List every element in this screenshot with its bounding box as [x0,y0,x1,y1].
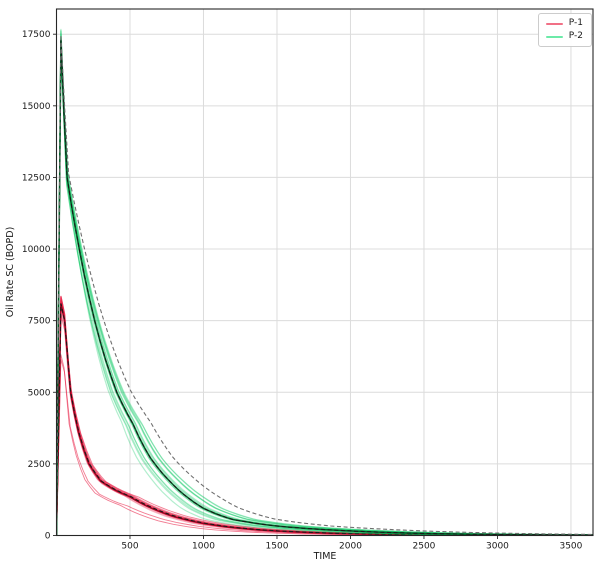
ensemble-outlier-line [56,354,519,536]
ensemble-member-line [56,38,593,536]
ensemble-member-line [56,46,593,536]
x-tick-label: 2500 [413,542,436,552]
x-tick-label: 1500 [266,542,289,552]
plot-frame [55,8,594,537]
series-P-1 [56,295,593,536]
legend: P-1 P-2 [537,13,592,47]
legend-item-p1: P-1 [545,18,583,28]
ensemble-member-line [56,44,540,536]
y-tick-label: 0 [45,532,51,542]
ensemble-member-line [56,40,593,536]
p2-legend-label: P-2 [568,31,583,41]
series-P-2 [56,28,593,536]
ensemble-member-line [56,296,593,536]
y-tick-label: 12500 [22,173,51,183]
y-tick-label: 15000 [22,102,51,112]
y-tick-label: 17500 [22,30,51,40]
y-tick-label: 2500 [28,460,51,470]
generated-chart-layers: 500 1000 1500 2000 2500 3000 3500 0 2500 5000 7500… [22,8,594,552]
ensemble-outlier-line [56,359,577,536]
legend-item-p2: P-2 [545,31,583,41]
ensemble-member-line [56,33,552,536]
ensemble-member-line [56,42,586,536]
y-tick-label: 5000 [28,388,51,398]
x-axis-label: TIME [313,551,337,562]
p1-line-swatch [545,22,563,25]
observed-line [56,39,593,536]
x-tick-label: 3000 [486,542,509,552]
ensemble-mean-line [56,39,593,536]
p2-line-swatch [545,35,563,38]
x-tick-label: 1000 [192,542,215,552]
ensemble-member-line [56,49,593,536]
y-tick-label: 10000 [22,245,51,255]
grid-lines [56,9,593,536]
ensemble-member-line [56,40,593,536]
ensemble-member-line [56,37,593,536]
x-tick-label: 500 [121,542,138,552]
axes-ticks: 500 1000 1500 2000 2500 3000 3500 0 2500 5000 7500… [22,30,583,551]
ensemble-member-line [56,51,563,536]
ensemble-member-line [56,39,593,536]
x-tick-label: 2000 [339,542,362,552]
ensemble-member-line [56,31,509,536]
y-axis-label: Oil Rate SC (BOPD) [5,227,16,318]
ensemble-member-line [56,35,581,536]
x-tick-label: 3500 [559,542,582,552]
p1-legend-label: P-1 [568,18,583,28]
ensemble-member-line [56,302,572,536]
y-tick-label: 7500 [28,317,51,327]
reference-line [56,34,593,536]
